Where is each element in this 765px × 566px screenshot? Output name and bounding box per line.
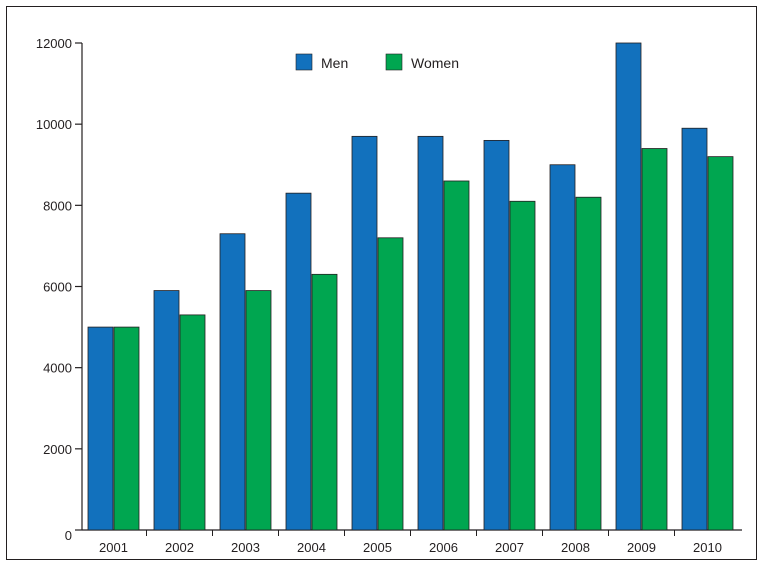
legend-label-men: Men <box>321 55 348 71</box>
bar-women-2009 <box>641 148 668 531</box>
bar-men-2001 <box>87 326 114 531</box>
y-axis: 0 2000 4000 6000 8000 10000 12000 <box>36 36 83 543</box>
x-tick-label: 2006 <box>429 540 458 555</box>
y-tick-label: 0 <box>65 528 72 543</box>
x-tick-label: 2005 <box>363 540 392 555</box>
legend-swatch-men <box>295 53 313 71</box>
bar-women-2010 <box>707 156 734 531</box>
x-tick-label: 2001 <box>99 540 128 555</box>
bar-men-2009 <box>615 42 642 531</box>
legend: Men Women <box>295 53 459 71</box>
bar-men-2005 <box>351 135 378 531</box>
x-tick-label: 2003 <box>231 540 260 555</box>
bar-women-2002 <box>179 314 206 531</box>
bar-women-2004 <box>311 273 338 531</box>
y-tick-label: 4000 <box>43 361 72 376</box>
bar-men-2010 <box>681 127 708 531</box>
bar-women-2005 <box>377 237 404 531</box>
y-tick-label: 6000 <box>43 280 72 295</box>
legend-swatch-women <box>385 53 403 71</box>
bar-women-2008 <box>575 196 602 531</box>
x-tick-label: 2002 <box>165 540 194 555</box>
x-tick-label: 2004 <box>297 540 326 555</box>
x-tick-label: 2008 <box>561 540 590 555</box>
bar-women-2006 <box>443 180 470 531</box>
bar-men-2008 <box>549 164 576 531</box>
bar-men-2006 <box>417 135 444 531</box>
legend-label-women: Women <box>411 55 459 71</box>
bars <box>87 42 734 531</box>
y-tick-label: 2000 <box>43 442 72 457</box>
bar-women-2003 <box>245 290 272 531</box>
x-tick-label: 2010 <box>693 540 722 555</box>
y-tick-label: 8000 <box>43 198 72 213</box>
bar-men-2003 <box>219 233 246 531</box>
bar-men-2004 <box>285 192 312 531</box>
x-tick-label: 2007 <box>495 540 524 555</box>
bar-men-2002 <box>153 290 180 531</box>
bar-women-2001 <box>113 326 140 531</box>
y-tick-label: 12000 <box>36 36 72 51</box>
x-axis: 2001 2002 2003 2004 2005 2006 2007 2008 2009 2010 <box>82 529 742 555</box>
bar-women-2007 <box>509 200 536 531</box>
bar-men-2007 <box>483 139 510 531</box>
y-tick-label: 10000 <box>36 117 72 132</box>
x-tick-label: 2009 <box>627 540 656 555</box>
